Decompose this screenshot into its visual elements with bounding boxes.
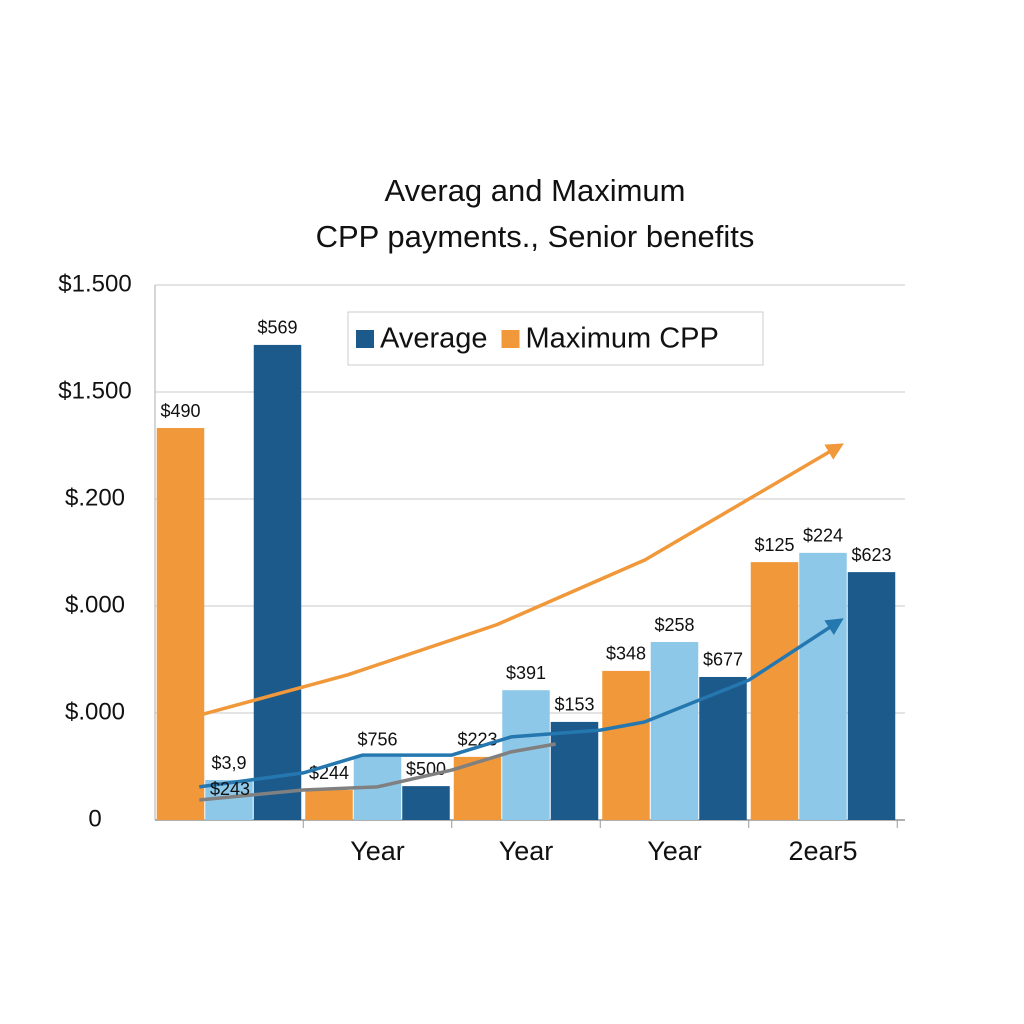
trend-line <box>199 618 844 789</box>
legend: Average Maximum CPP <box>347 311 764 366</box>
legend-swatch <box>356 330 374 348</box>
chart-title: Averag and Maximum CPP payments., Senior… <box>315 173 755 254</box>
legend-swatch <box>501 330 520 348</box>
x-tick-label: Year <box>350 836 405 866</box>
trend-line <box>198 443 844 717</box>
annotation: $243 <box>210 779 250 799</box>
bar <box>253 344 302 820</box>
value-label: $569 <box>257 318 297 338</box>
bar <box>799 552 847 820</box>
y-tick-label: $1.500 <box>58 270 131 297</box>
bar <box>847 572 896 820</box>
value-label: $3,9 <box>211 753 246 773</box>
bar <box>402 786 450 820</box>
bar <box>650 642 699 820</box>
legend-label: Average <box>380 323 488 355</box>
value-label: $153 <box>554 695 594 715</box>
x-tick-label: Year <box>647 836 702 866</box>
bar <box>602 670 650 820</box>
bar <box>750 562 799 820</box>
value-label: $125 <box>754 535 794 555</box>
y-tick-label: $1.500 <box>58 377 131 404</box>
y-tick-label: 0 <box>88 805 101 832</box>
bar <box>699 676 747 820</box>
legend-box <box>347 311 764 366</box>
value-label: $677 <box>703 650 743 670</box>
y-tick-label: $.000 <box>65 591 125 618</box>
legend-label: Maximum CPP <box>526 323 719 355</box>
y-tick-label: $.000 <box>65 698 125 725</box>
value-label: $224 <box>803 526 843 546</box>
value-label: $756 <box>357 730 397 750</box>
value-label: $623 <box>851 545 891 565</box>
x-tick-label: 2ear5 <box>788 836 857 866</box>
bar <box>550 721 599 820</box>
value-label: $348 <box>606 644 646 664</box>
bar <box>156 428 205 820</box>
y-tick-label: $.200 <box>65 484 125 511</box>
value-label: $490 <box>160 401 200 421</box>
value-label: $258 <box>654 615 694 635</box>
bar <box>305 790 353 820</box>
trend-line <box>199 742 557 802</box>
x-tick-label: Year <box>499 836 554 866</box>
bar <box>502 690 550 820</box>
value-label: $391 <box>506 663 546 683</box>
